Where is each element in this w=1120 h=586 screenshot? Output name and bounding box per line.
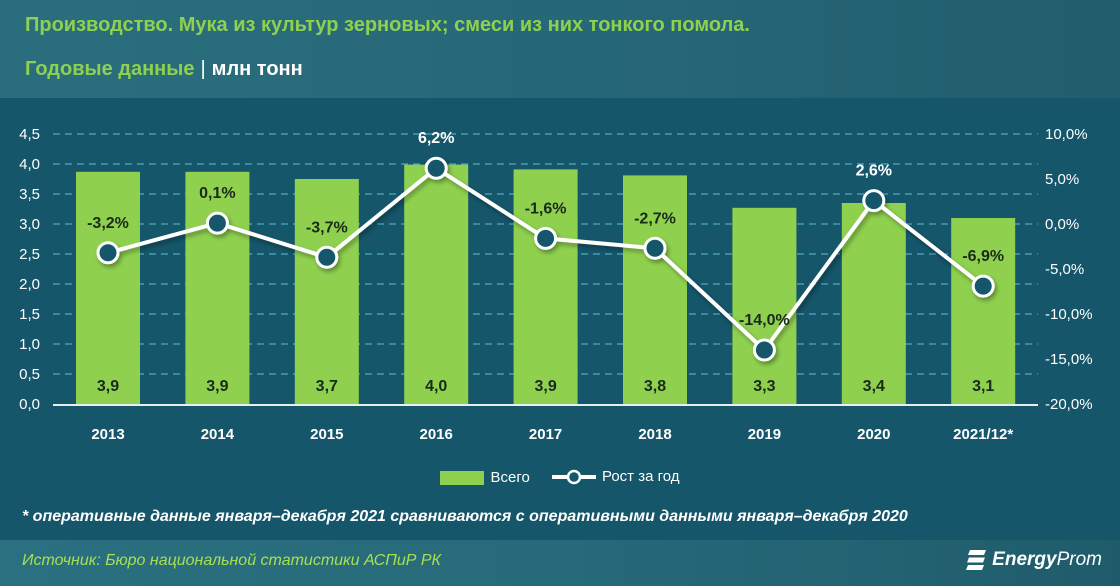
chart-area: 0,0 0,5 1,0 1,5 2,0 2,5 3,0 3,5 4,0 4,5 -20,0% -15… — [0, 98, 1120, 540]
legend-label: Рост за год — [601, 468, 680, 485]
bar — [404, 164, 469, 405]
growth-marker — [971, 274, 995, 298]
growth-value-label: -14,0% — [739, 312, 790, 329]
legend: Всего Рост за год — [0, 468, 1120, 489]
right-axis-tick: -5,0% — [1045, 261, 1084, 278]
bar-swatch-icon — [440, 470, 485, 485]
separator: | — [200, 58, 206, 80]
period-label: Годовые данные — [25, 58, 195, 80]
bar — [76, 171, 140, 405]
x-axis-tick: 2021/12* — [953, 426, 1013, 443]
growth-value-label: -3,2% — [87, 215, 129, 232]
left-axis-tick: 2,5 — [19, 246, 40, 263]
bar-value-label: 3,9 — [534, 378, 556, 395]
bar-value-label: 3,8 — [644, 378, 666, 395]
chart-title: Производство. Мука из культур зерновых; … — [25, 14, 750, 36]
legend-label: Всего — [490, 469, 530, 486]
bar-value-label: 3,3 — [753, 378, 775, 395]
left-axis-tick: 4,5 — [19, 126, 40, 143]
left-axis-tick: 0,5 — [19, 366, 40, 383]
bar — [623, 175, 687, 405]
bar-value-label: 3,9 — [97, 378, 119, 395]
x-axis-tick: 2015 — [310, 426, 343, 443]
x-axis-tick: 2017 — [529, 426, 562, 443]
growth-marker — [643, 236, 667, 260]
left-axis: 0,0 0,5 1,0 1,5 2,0 2,5 3,0 3,5 4,0 4,5 — [19, 126, 40, 413]
growth-value-label: 0,1% — [199, 185, 235, 202]
logo-prom: Prom — [1056, 549, 1102, 570]
bar — [513, 169, 578, 405]
line-marker-icon — [551, 469, 596, 484]
energyprom-logo: Energy Prom — [966, 548, 1102, 572]
x-axis: 2013 2014 2015 2016 2017 2018 2019 2020 2021/12* — [91, 426, 1013, 443]
growth-value-label: -2,7% — [634, 210, 676, 227]
bar-value-label: 3,1 — [972, 378, 994, 395]
unit-label: млн тонн — [211, 58, 303, 80]
growth-marker — [205, 211, 229, 235]
growth-marker — [752, 338, 776, 362]
x-axis-tick: 2018 — [638, 426, 671, 443]
growth-marker — [862, 189, 886, 213]
bar-value-label: 3,9 — [206, 378, 228, 395]
right-axis-tick: 10,0% — [1045, 126, 1088, 143]
left-axis-tick: 4,0 — [19, 156, 40, 173]
right-axis-tick: 5,0% — [1045, 171, 1079, 188]
data-labels: 3,9 3,9 3,7 4,0 3,9 3,8 3,3 3,4 3,1 -3,2% 0,1% -3,7… — [87, 130, 1004, 395]
right-axis-tick: 0,0% — [1045, 216, 1079, 233]
bar — [185, 171, 250, 405]
right-axis-tick: -20,0% — [1045, 396, 1093, 413]
left-axis-tick: 3,0 — [19, 216, 40, 233]
growth-marker — [96, 241, 120, 265]
left-axis-tick: 2,0 — [19, 276, 40, 293]
combo-chart: 0,0 0,5 1,0 1,5 2,0 2,5 3,0 3,5 4,0 4,5 -20,0% -15… — [19, 126, 1093, 443]
bar-series-total — [76, 164, 1016, 405]
x-axis-tick: 2013 — [91, 426, 124, 443]
left-axis-tick: 1,5 — [19, 306, 40, 323]
growth-value-label: 2,6% — [856, 163, 892, 180]
bar — [294, 179, 359, 405]
x-axis-tick: 2020 — [857, 426, 890, 443]
growth-value-label: -1,6% — [525, 200, 567, 217]
legend-item-growth[interactable]: Рост за год — [550, 468, 680, 485]
growth-marker — [315, 245, 339, 269]
growth-marker — [424, 156, 448, 180]
x-axis-tick: 2016 — [420, 426, 453, 443]
growth-marker — [534, 226, 558, 250]
left-axis-tick: 3,5 — [19, 186, 40, 203]
bar-value-label: 3,4 — [863, 378, 885, 395]
right-axis: -20,0% -15,0% -10,0% -5,0% 0,0% 5,0% 10,0% — [1045, 126, 1093, 413]
growth-value-label: 6,2% — [418, 130, 454, 147]
left-axis-tick: 0,0 — [19, 396, 40, 413]
right-axis-tick: -10,0% — [1045, 306, 1093, 323]
line-series-growth — [96, 156, 995, 362]
footnote: * оперативные данные января–декабря 2021… — [22, 508, 908, 525]
legend-item-total[interactable]: Всего — [440, 469, 530, 486]
source-text: Источник: Бюро национальной статистики А… — [22, 552, 441, 569]
x-axis-tick: 2019 — [748, 426, 781, 443]
bar — [951, 218, 1016, 405]
chart-subtitle: Годовые данные | млн тонн — [25, 58, 303, 81]
bar-value-label: 4,0 — [425, 378, 447, 395]
bar — [732, 207, 797, 405]
footer: Источник: Бюро национальной статистики А… — [0, 540, 1120, 586]
growth-value-label: -6,9% — [962, 248, 1004, 265]
right-axis-tick: -15,0% — [1045, 351, 1093, 368]
left-axis-tick: 1,0 — [19, 336, 40, 353]
logo-energy: Energy — [992, 549, 1057, 570]
chart-header: Производство. Мука из культур зерновых; … — [0, 0, 1120, 98]
x-axis-tick: 2014 — [201, 426, 235, 443]
bar-value-label: 3,7 — [316, 378, 338, 395]
growth-value-label: -3,7% — [306, 219, 348, 236]
energyprom-logo-icon — [966, 550, 987, 570]
bar — [841, 203, 906, 405]
